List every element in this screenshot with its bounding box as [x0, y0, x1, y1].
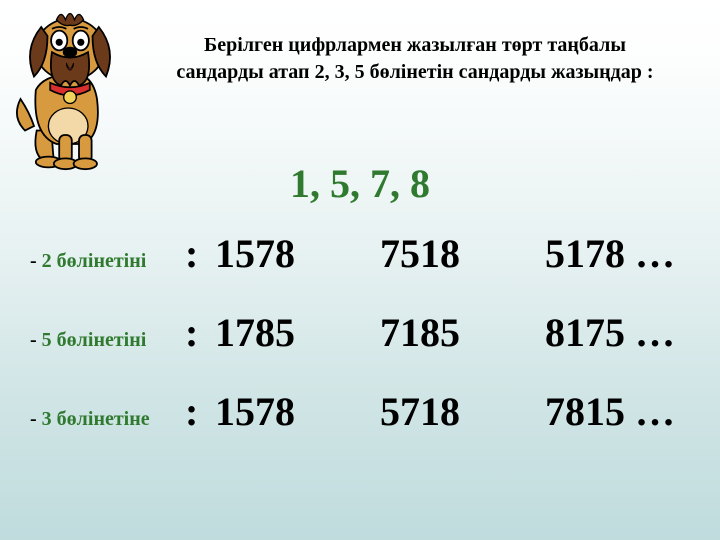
num-3: 8175 …	[545, 309, 675, 356]
colon: :	[185, 230, 215, 277]
num-1: 1578	[215, 388, 370, 435]
digits-line: 1, 5, 7, 8	[0, 160, 720, 207]
title-line-1: Берілген цифрлармен жазылған төрт таңбал…	[204, 34, 626, 56]
num-2: 7185	[380, 309, 535, 356]
num-3: 7815 …	[545, 388, 675, 435]
numbers: 1785 7185 8175 …	[215, 309, 675, 356]
num-2: 7518	[380, 230, 535, 277]
title-line-2: сандарды атап 2, 3, 5 бөлінетін сандарды…	[176, 61, 653, 83]
num-2: 5718	[380, 388, 535, 435]
label-dash: -	[30, 408, 42, 430]
row-label: - 5 бөлінетіні	[30, 329, 185, 352]
label-text: 2 бөлінетіні	[42, 250, 147, 272]
colon: :	[185, 388, 215, 435]
row-label: - 2 бөлінетіні	[30, 250, 185, 273]
row-div-2: - 2 бөлінетіні : 1578 7518 5178 …	[30, 230, 690, 277]
label-text: 3 бөлінетіне	[42, 408, 150, 430]
rows-container: - 2 бөлінетіні : 1578 7518 5178 … - 5 бө…	[30, 230, 690, 467]
row-label: - 3 бөлінетіне	[30, 408, 185, 431]
num-1: 1578	[215, 230, 370, 277]
slide: Берілген цифрлармен жазылған төрт таңбал…	[0, 0, 720, 540]
numbers: 1578 7518 5178 …	[215, 230, 675, 277]
row-div-5: - 5 бөлінетіні : 1785 7185 8175 …	[30, 309, 690, 356]
numbers: 1578 5718 7815 …	[215, 388, 675, 435]
colon: :	[185, 309, 215, 356]
dog-icon	[0, 0, 140, 180]
label-text: 5 бөлінетіні	[42, 329, 147, 351]
num-1: 1785	[215, 309, 370, 356]
num-3: 5178 …	[545, 230, 675, 277]
label-dash: -	[30, 329, 42, 351]
label-dash: -	[30, 250, 42, 272]
title-text: Берілген цифрлармен жазылған төрт таңбал…	[150, 32, 680, 86]
row-div-3: - 3 бөлінетіне : 1578 5718 7815 …	[30, 388, 690, 435]
